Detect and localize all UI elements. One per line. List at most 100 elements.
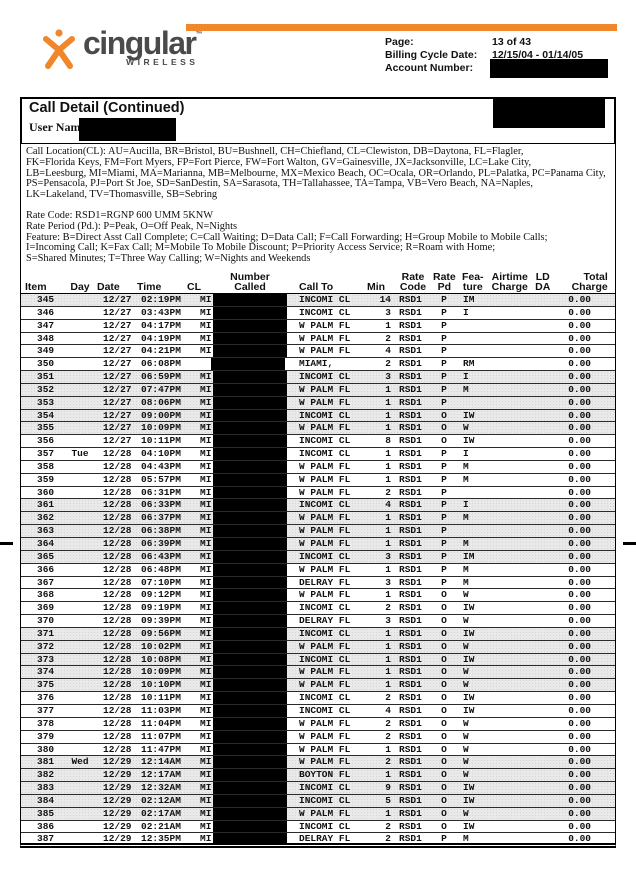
cell-date: 12/28	[103, 512, 132, 524]
cell-min: 1	[385, 627, 391, 639]
cell-ld_da	[529, 499, 555, 511]
cell-ld_da	[529, 435, 555, 447]
cell-time: 10:09PM	[141, 422, 181, 434]
cell-time: 04:21PM	[141, 345, 181, 357]
table-row: 374 12/28 10:09PM MI W PALM FL 1 RSD1 O W 0.00	[21, 666, 615, 680]
trademark-symbol: ™	[195, 31, 203, 38]
cell-date: 12/27	[103, 293, 132, 305]
cell-date: 12/28	[103, 525, 132, 537]
cell-rate_code: RSD1	[399, 717, 422, 729]
cell-date: 12/27	[103, 422, 132, 434]
cell-rate_pd: O	[441, 640, 447, 652]
cell-ld_da	[529, 358, 555, 370]
table-row: 354 12/27 09:00PM MI INCOMI CL 1 RSD1 O IW 0.00	[21, 409, 615, 423]
cell-date: 12/29	[103, 769, 132, 781]
cell-item: 369	[37, 602, 55, 614]
cell-total: 0.00	[568, 756, 591, 768]
column-header-total: Total Charge	[571, 270, 608, 294]
section-corner-redaction	[493, 99, 605, 128]
cell-total: 0.00	[568, 409, 591, 421]
cell-item: 353	[37, 396, 55, 408]
cell-date: 12/27	[103, 345, 132, 357]
cell-total: 0.00	[568, 640, 591, 652]
cell-cl	[187, 358, 211, 370]
cell-rate_code: RSD1	[399, 460, 422, 472]
cell-date: 12/27	[103, 371, 132, 383]
number-called-redaction	[211, 358, 285, 371]
cell-time: 12:35PM	[141, 833, 181, 845]
cell-number	[211, 653, 289, 666]
cell-number	[211, 589, 289, 602]
cell-number	[211, 717, 289, 730]
number-called-redaction	[213, 820, 287, 833]
cell-rate_pd: P	[441, 319, 447, 331]
table-row: 382 12/29 12:17AM MI BOYTON FL 1 RSD1 O W 0.00	[21, 769, 615, 783]
cell-total: 0.00	[568, 563, 591, 575]
cell-total: 0.00	[568, 794, 591, 806]
number-called-redaction	[213, 640, 287, 653]
cell-min: 1	[385, 422, 391, 434]
cell-feature: W	[463, 640, 469, 652]
cell-item: 356	[37, 435, 55, 447]
cell-cl: MI	[200, 692, 211, 704]
cell-ld_da	[529, 551, 555, 563]
cell-time: 06:31PM	[141, 486, 181, 498]
cell-rate_pd: P	[441, 576, 447, 588]
cell-call_to: W PALM FL	[299, 679, 351, 691]
cell-number	[211, 512, 289, 525]
cell-cl: MI	[200, 615, 211, 627]
number-called-redaction	[213, 460, 287, 473]
cell-min: 1	[385, 769, 391, 781]
cell-airtime	[489, 410, 529, 422]
column-header-item: Item	[25, 281, 47, 294]
cell-number	[211, 563, 289, 576]
cell-number	[211, 794, 289, 807]
cell-cl: MI	[200, 383, 211, 395]
cell-item: 358	[37, 460, 55, 472]
cell-ld_da	[529, 410, 555, 422]
cell-day	[65, 833, 95, 843]
cell-feature: M	[463, 473, 469, 485]
logo-wordmark: cingular	[83, 25, 197, 61]
cell-date: 12/28	[103, 717, 132, 729]
cell-feature	[455, 397, 489, 409]
cell-min: 1	[385, 396, 391, 408]
cell-ld_da	[529, 795, 555, 807]
cell-ld_da	[529, 679, 555, 691]
number-called-redaction	[213, 704, 287, 717]
cell-day	[65, 320, 95, 332]
cell-call_to: INCOMI CL	[299, 306, 351, 318]
cell-feature: IW	[463, 627, 475, 639]
cell-total: 0.00	[568, 525, 591, 537]
cell-day	[65, 654, 95, 666]
cell-rate_code: RSD1	[399, 833, 422, 845]
cell-airtime	[489, 602, 529, 614]
cell-day	[65, 808, 95, 820]
cell-rate_code: RSD1	[399, 383, 422, 395]
cell-call_to: W PALM FL	[299, 345, 351, 357]
cell-date: 12/28	[103, 653, 132, 665]
table-row: 384 12/29 02:12AM MI INCOMI CL 5 RSD1 O IW 0.00	[21, 794, 615, 808]
cell-feature	[455, 525, 489, 537]
cell-day	[65, 384, 95, 396]
cell-item: 375	[37, 679, 55, 691]
cell-rate_pd: P	[441, 833, 447, 845]
cell-rate_code: RSD1	[399, 409, 422, 421]
call-detail-section-header: Call Detail (Continued) User Name:	[20, 97, 616, 143]
cell-min: 1	[385, 460, 391, 472]
cell-item: 366	[37, 563, 55, 575]
cell-feature: I	[463, 499, 469, 511]
cell-date: 12/28	[103, 666, 132, 678]
cell-call_to: W PALM FL	[299, 807, 351, 819]
cell-rate_code: RSD1	[399, 627, 422, 639]
cell-rate_code: RSD1	[399, 666, 422, 678]
cell-date: 12/28	[103, 730, 132, 742]
cell-min: 2	[385, 717, 391, 729]
user-name-redaction	[79, 118, 176, 141]
table-row: 373 12/28 10:08PM MI INCOMI CL 1 RSD1 O IW 0.00	[21, 653, 615, 667]
billing-cycle-row: Billing Cycle Date: 12/15/04 - 01/14/05	[385, 49, 583, 62]
cell-number	[211, 692, 289, 704]
cell-feature: M	[463, 538, 469, 549]
cell-date: 12/29	[103, 794, 132, 806]
cell-cl: MI	[200, 576, 211, 588]
